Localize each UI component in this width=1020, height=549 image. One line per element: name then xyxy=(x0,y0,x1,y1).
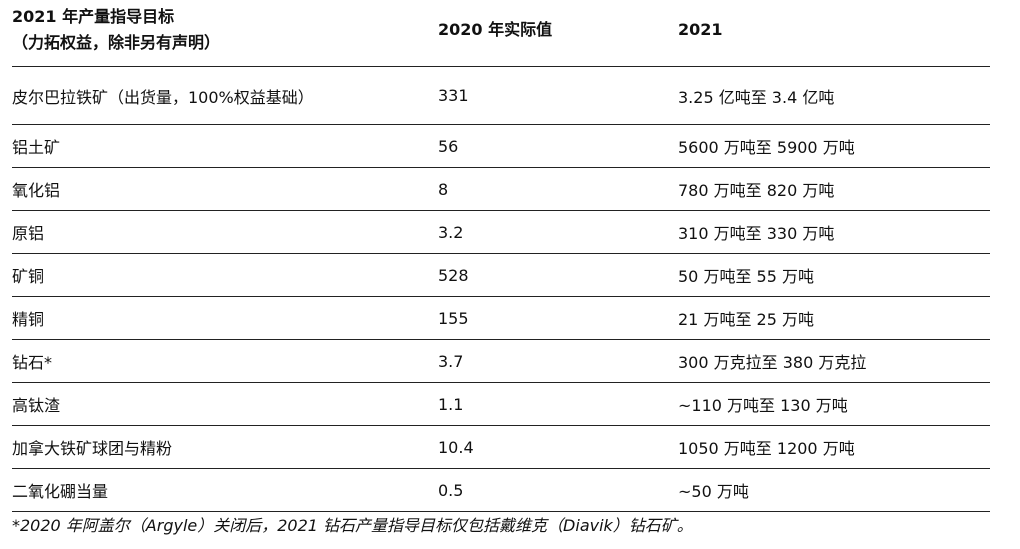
cell-actual-2020: 155 xyxy=(438,308,469,328)
cell-guidance-2021: 310 万吨至 330 万吨 xyxy=(678,224,835,243)
cell-product: 氧化铝 xyxy=(12,181,61,200)
cell-product: 原铝 xyxy=(12,224,45,243)
cell-guidance-2021: 21 万吨至 25 万吨 xyxy=(678,310,814,329)
header-product-title: 2021 年产量指导目标 xyxy=(12,7,175,26)
table-row: 氧化铝 8 780 万吨至 820 万吨 xyxy=(12,168,990,211)
table-row: 加拿大铁矿球团与精粉 10.4 1050 万吨至 1200 万吨 xyxy=(12,426,990,469)
cell-actual-2020: 8 xyxy=(438,179,449,199)
footnote: *2020 年阿盖尔（Argyle）关闭后，2021 钻石产量指导目标仅包括戴维… xyxy=(12,516,693,535)
table-row: 精铜 155 21 万吨至 25 万吨 xyxy=(12,297,990,340)
table-row: 原铝 3.2 310 万吨至 330 万吨 xyxy=(12,211,990,254)
cell-product: 二氧化硼当量 xyxy=(12,482,109,501)
production-guidance-table: 2021 年产量指导目标 （力拓权益，除非另有声明） 2020 年实际值 202… xyxy=(12,0,990,512)
cell-actual-2020: 331 xyxy=(438,86,469,105)
cell-actual-2020: 10.4 xyxy=(438,437,474,457)
cell-actual-2020: 528 xyxy=(438,265,469,285)
table-header: 2021 年产量指导目标 （力拓权益，除非另有声明） 2020 年实际值 202… xyxy=(12,0,990,67)
cell-product: 钻石* xyxy=(12,353,53,372)
table-row: 铝土矿 56 5600 万吨至 5900 万吨 xyxy=(12,125,990,168)
cell-actual-2020: 3.2 xyxy=(438,222,464,242)
table-row: 二氧化硼当量 0.5 ~50 万吨 xyxy=(12,469,990,512)
cell-actual-2020: 56 xyxy=(438,136,459,156)
cell-actual-2020: 0.5 xyxy=(438,480,464,500)
table-row: 高钛渣 1.1 ~110 万吨至 130 万吨 xyxy=(12,383,990,426)
cell-guidance-2021: 300 万克拉至 380 万克拉 xyxy=(678,353,867,372)
cell-product: 精铜 xyxy=(12,310,45,329)
header-guidance-2021: 2021 xyxy=(678,20,723,39)
table-row: 皮尔巴拉铁矿（出货量，100%权益基础） 331 3.25 亿吨至 3.4 亿吨 xyxy=(12,67,990,125)
cell-guidance-2021: 3.25 亿吨至 3.4 亿吨 xyxy=(678,87,835,107)
cell-product: 铝土矿 xyxy=(12,138,61,157)
cell-guidance-2021: 5600 万吨至 5900 万吨 xyxy=(678,138,855,157)
cell-guidance-2021: ~50 万吨 xyxy=(678,482,749,501)
header-product: 2021 年产量指导目标 （力拓权益，除非另有声明） xyxy=(12,4,220,56)
cell-actual-2020: 1.1 xyxy=(438,394,464,414)
cell-guidance-2021: 1050 万吨至 1200 万吨 xyxy=(678,439,855,458)
cell-product: 矿铜 xyxy=(12,267,45,286)
table-row: 矿铜 528 50 万吨至 55 万吨 xyxy=(12,254,990,297)
cell-guidance-2021: 50 万吨至 55 万吨 xyxy=(678,267,814,286)
header-product-subtitle: （力拓权益，除非另有声明） xyxy=(12,33,221,52)
table-row: 钻石* 3.7 300 万克拉至 380 万克拉 xyxy=(12,340,990,383)
cell-product: 加拿大铁矿球团与精粉 xyxy=(12,439,173,458)
cell-product: 高钛渣 xyxy=(12,396,61,415)
cell-product: 皮尔巴拉铁矿（出货量，100%权益基础） xyxy=(12,87,314,107)
cell-actual-2020: 3.7 xyxy=(438,351,464,371)
cell-guidance-2021: 780 万吨至 820 万吨 xyxy=(678,181,835,200)
header-actual-2020: 2020 年实际值 xyxy=(438,20,553,39)
cell-guidance-2021: ~110 万吨至 130 万吨 xyxy=(678,396,848,415)
